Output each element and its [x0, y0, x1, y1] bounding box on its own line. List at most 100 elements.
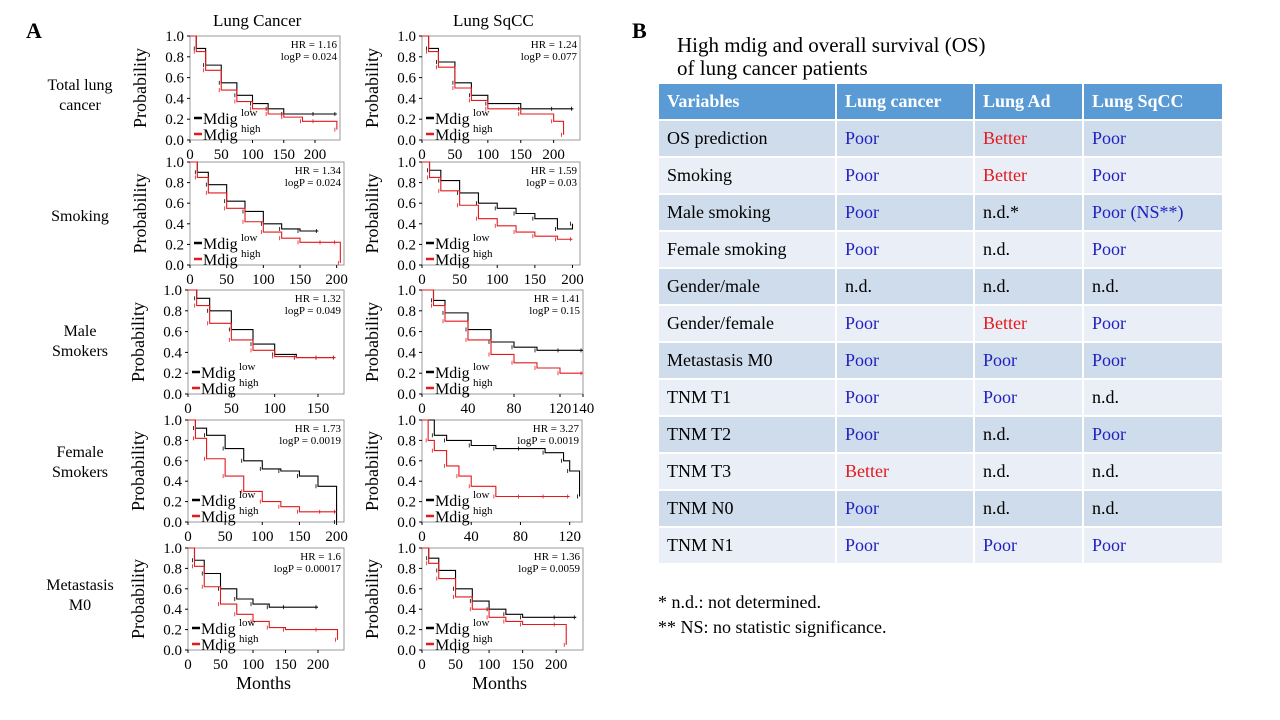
- variable-cell: Metastasis M0: [659, 343, 835, 378]
- table-row: Smoking Poor Better Poor: [659, 158, 1222, 193]
- value-cell: n.d.: [975, 269, 1082, 304]
- value-cell: Better: [975, 306, 1082, 341]
- x-tick-label: 200: [325, 272, 348, 288]
- x-tick-label: 150: [307, 401, 330, 417]
- y-tick-label: 0.0: [397, 387, 416, 403]
- x-tick-label: 150: [274, 657, 297, 673]
- x-tick-label: 150: [511, 657, 534, 673]
- x-tick-label: 140: [572, 401, 595, 417]
- x-tick-label: 50: [448, 657, 463, 673]
- variable-cell: OS prediction: [659, 121, 835, 156]
- x-tick-label: 200: [325, 529, 348, 545]
- column-title-lung-cancer: Lung Cancer: [213, 11, 302, 30]
- x-tick-label: 0: [184, 401, 192, 417]
- y-tick-label: 0.0: [397, 133, 416, 149]
- legend-label-low: Mdig: [203, 111, 238, 128]
- y-tick-label: 0.4: [163, 602, 182, 618]
- table-row: Female smoking Poor n.d. Poor: [659, 232, 1222, 267]
- value-cell: Poor: [837, 232, 973, 267]
- y-tick-label: 0.6: [163, 325, 182, 341]
- x-tick-label: 80: [513, 529, 528, 545]
- legend-sup-high: high: [239, 633, 259, 645]
- y-tick-label: 0.2: [163, 495, 182, 511]
- legend-label-low: Mdig: [435, 365, 470, 382]
- x-tick-label: 0: [186, 147, 194, 163]
- y-tick-label: 0.4: [397, 217, 416, 233]
- km-curve: [188, 419, 337, 513]
- x-tick-label: 100: [486, 272, 509, 288]
- legend-sup-high: high: [473, 248, 493, 260]
- plot-frame: [421, 289, 584, 395]
- plot-frame: [189, 161, 345, 266]
- row-label-smoking: Smoking: [40, 207, 120, 227]
- y-tick-label: 0.2: [397, 366, 416, 382]
- y-tick-label: 0.6: [165, 196, 184, 212]
- y-tick-label: 1.0: [163, 541, 182, 557]
- value-cell: Poor: [1084, 528, 1222, 563]
- legend-sup-low: low: [241, 107, 258, 119]
- legend-sup-low: low: [239, 361, 256, 373]
- km-curve: [188, 419, 338, 522]
- x-tick-label: 100: [252, 272, 275, 288]
- plot-frame: [421, 547, 584, 651]
- x-tick-label: 50: [219, 272, 234, 288]
- header-lung-sqcc: Lung SqCC: [1084, 84, 1222, 119]
- y-tick-label: 0.0: [397, 515, 416, 531]
- y-tick-label: 0.2: [163, 366, 182, 382]
- x-tick-label: 50: [213, 657, 228, 673]
- x-tick-label: 0: [418, 272, 426, 288]
- legend-sup-low: low: [241, 232, 258, 244]
- table-row: TNM T2 Poor n.d. Poor: [659, 417, 1222, 452]
- y-tick-label: 0.6: [397, 325, 416, 341]
- value-cell: Poor: [1084, 343, 1222, 378]
- km-curve: [422, 161, 574, 230]
- row-label-total: Total lung cancer: [40, 76, 120, 116]
- plot-frame: [187, 289, 345, 395]
- value-cell: n.d.*: [975, 195, 1082, 230]
- x-tick-label: 0: [418, 529, 426, 545]
- os-table: Variables Lung cancer Lung Ad Lung SqCC …: [657, 82, 1224, 565]
- legend-label-low: Mdig: [201, 365, 236, 382]
- hr-label: HR = 1.32: [295, 293, 341, 305]
- value-cell: Poor: [837, 417, 973, 452]
- y-tick-label: 0.6: [397, 582, 416, 598]
- y-tick-label: 0.4: [397, 602, 416, 618]
- legend-label-low: Mdig: [435, 236, 470, 253]
- table-row: Metastasis M0 Poor Poor Poor: [659, 343, 1222, 378]
- header-lung-cancer: Lung cancer: [837, 84, 973, 119]
- value-cell: Poor: [837, 195, 973, 230]
- value-cell: n.d.: [1084, 491, 1222, 526]
- row-label-female-smokers: Female Smokers: [40, 443, 120, 483]
- y-tick-label: 0.6: [397, 196, 416, 212]
- y-tick-label: 0.8: [165, 50, 184, 66]
- column-title-lung-sqcc: Lung SqCC: [453, 11, 534, 30]
- y-axis-label: Probability: [362, 48, 382, 128]
- legend-label-low: Mdig: [201, 493, 236, 510]
- x-tick-label: 200: [304, 147, 327, 163]
- value-cell: Poor: [837, 306, 973, 341]
- value-cell: Poor: [1084, 417, 1222, 452]
- legend-label-high: Mdig: [435, 252, 470, 269]
- legend-label-low: Mdig: [435, 621, 470, 638]
- variable-cell: TNM T1: [659, 380, 835, 415]
- value-cell: Poor: [837, 158, 973, 193]
- value-cell: n.d.: [837, 269, 973, 304]
- legend-sup-high: high: [241, 248, 261, 260]
- legend-label-high: Mdig: [435, 509, 470, 526]
- km-curve: [422, 547, 567, 645]
- y-tick-label: 0.4: [165, 217, 184, 233]
- table-title: High mdig and overall survival (OS) of l…: [677, 34, 986, 80]
- legend-label-high: Mdig: [203, 127, 238, 144]
- y-axis-label: Probability: [128, 559, 148, 639]
- legend-sup-low: low: [473, 107, 490, 119]
- value-cell: Poor: [1084, 121, 1222, 156]
- legend-label-high: Mdig: [435, 127, 470, 144]
- y-axis-label: Probability: [128, 431, 148, 511]
- legend-sup-high: high: [239, 505, 259, 517]
- row-label-line: Smoking: [51, 208, 109, 225]
- y-tick-label: 0.2: [397, 623, 416, 639]
- x-tick-label: 100: [478, 657, 501, 673]
- y-tick-label: 0.2: [397, 112, 416, 128]
- legend-sup-high: high: [239, 377, 259, 389]
- value-cell: n.d.: [975, 232, 1082, 267]
